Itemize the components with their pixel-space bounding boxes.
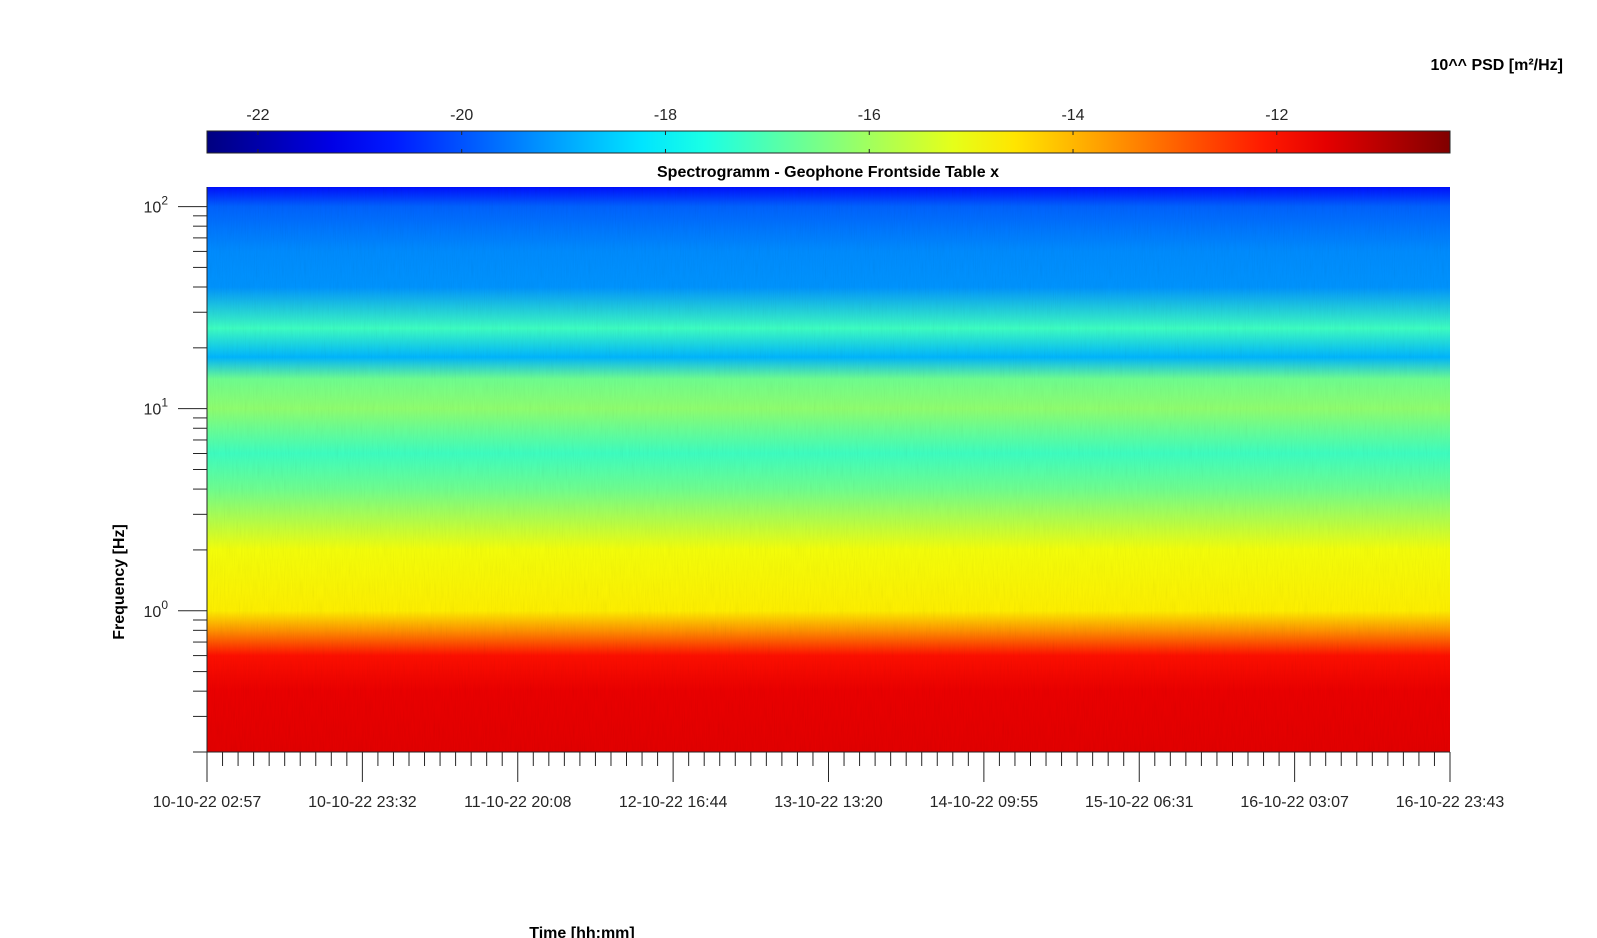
x-tick-label: 10-10-22 02:57 [153,794,262,811]
colorbar-gradient [206,130,1451,154]
y-tick-label: 101 [144,396,169,419]
y-tick-exponent: 1 [161,396,168,410]
x-tick-label: 15-10-22 06:31 [1085,794,1194,811]
plot-area [206,187,1450,753]
y-tick-base: 10 [144,200,162,217]
x-tick-label: 12-10-22 16:44 [619,794,728,811]
colorbar-tick-label: -18 [654,107,677,124]
colorbar-tick-label: -12 [1265,107,1288,124]
x-tick-label: 13-10-22 13:20 [774,794,883,811]
colorbar-tick-label: -16 [858,107,881,124]
x-axis-ticks: 10-10-22 02:57 10-10-22 23:32 11-10-22 20:… [153,752,1505,811]
colorbar-tick-label: -20 [450,107,473,124]
x-axis-label: Time [hh:mm] [529,925,634,938]
y-tick-base: 10 [144,402,162,419]
y-tick-label: 102 [144,194,169,217]
y-axis-label: Frequency [Hz] [111,524,128,640]
x-tick-label: 10-10-22 23:32 [308,794,417,811]
y-tick-base: 10 [144,604,162,621]
x-tick-label: 14-10-22 09:55 [930,794,1039,811]
colorbar: -22 -20 -18 -16 -14 -12 10^^ PSD [m²/Hz] [206,57,1563,154]
spectrogram-noise-overlay [207,187,1450,752]
x-tick-label: 16-10-22 03:07 [1240,794,1349,811]
y-tick-exponent: 2 [161,194,168,208]
colorbar-tick-label: -14 [1061,107,1084,124]
colorbar-label: 10^^ PSD [m²/Hz] [1431,57,1563,74]
x-tick-label: 11-10-22 20:08 [464,794,571,811]
chart-title: Spectrogramm - Geophone Frontside Table … [657,164,999,181]
colorbar-ticks: -22 -20 -18 -16 -14 -12 [246,107,1288,153]
x-tick-label: 16-10-22 23:43 [1396,794,1505,811]
colorbar-tick-label: -22 [246,107,269,124]
y-tick-label: 100 [144,598,169,621]
y-tick-exponent: 0 [161,598,168,612]
